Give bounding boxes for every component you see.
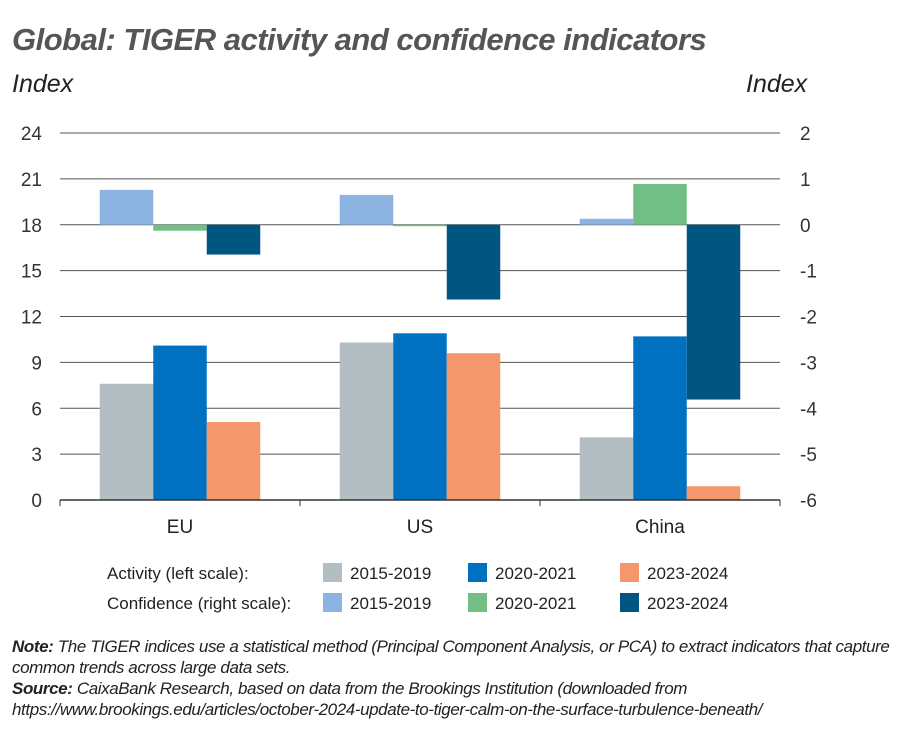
right-axis-label: Index — [746, 70, 808, 98]
left-axis-label: Index — [12, 70, 74, 98]
bar-activity-2015-2019 — [579, 437, 634, 500]
legend-swatch — [323, 593, 342, 612]
legend-swatch — [620, 593, 639, 612]
left-tick-label: 6 — [31, 399, 42, 420]
legend-label: 2015-2019 — [350, 594, 431, 613]
legend-group-label: Activity (left scale): — [107, 564, 249, 583]
left-tick-label: 18 — [21, 216, 42, 237]
legend-label: 2023-2024 — [647, 564, 728, 583]
right-tick-label: 2 — [800, 124, 811, 145]
right-tick-label: -4 — [800, 399, 817, 420]
right-tick-label: 1 — [800, 170, 811, 191]
bar-activity-2023-2024 — [206, 422, 261, 500]
left-tick-label: 9 — [31, 353, 42, 374]
category-label: China — [635, 517, 685, 538]
legend-label: 2020-2021 — [495, 564, 576, 583]
legend-swatch — [620, 563, 639, 582]
bar-activity-2020-2021 — [633, 336, 687, 500]
right-tick-label: -2 — [800, 308, 817, 329]
note-label: Note: — [12, 637, 54, 656]
bar-activity-2023-2024 — [686, 486, 741, 500]
bar-confidence-2023-2024 — [206, 224, 261, 255]
note-text: The TIGER indices use a statistical meth… — [12, 637, 890, 677]
bar-activity-2015-2019 — [99, 383, 154, 500]
bar-confidence-2015-2019 — [99, 189, 154, 225]
legend-group-label: Confidence (right scale): — [107, 594, 291, 613]
left-tick-label: 24 — [21, 124, 43, 145]
left-tick-label: 0 — [31, 491, 42, 512]
source-text: CaixaBank Research, based on data from t… — [12, 679, 763, 719]
category-label: US — [407, 517, 433, 538]
bar-confidence-2015-2019 — [579, 218, 634, 225]
category-label: EU — [167, 517, 193, 538]
chart-title: Global: TIGER activity and confidence in… — [12, 22, 707, 57]
legend-label: 2015-2019 — [350, 564, 431, 583]
bar-confidence-2023-2024 — [446, 224, 501, 300]
legend-swatch — [468, 563, 487, 582]
legend-swatch — [468, 593, 487, 612]
bar-activity-2020-2021 — [153, 345, 207, 500]
bar-confidence-2020-2021 — [153, 224, 207, 231]
left-tick-label: 21 — [21, 170, 42, 191]
legend-label: 2023-2024 — [647, 594, 728, 613]
source-label: Source: — [12, 679, 73, 698]
bar-confidence-2020-2021 — [633, 183, 687, 225]
bar-activity-2020-2021 — [393, 333, 447, 500]
left-tick-label: 15 — [21, 262, 42, 283]
bar-confidence-2020-2021 — [393, 224, 447, 227]
bar-confidence-2023-2024 — [686, 224, 741, 400]
left-tick-label: 12 — [21, 308, 42, 329]
left-tick-label: 3 — [31, 445, 42, 466]
right-tick-label: -6 — [800, 491, 817, 512]
notes: Note: The TIGER indices use a statistica… — [12, 636, 900, 720]
legend-label: 2020-2021 — [495, 594, 576, 613]
right-tick-label: -1 — [800, 262, 817, 283]
right-tick-label: -5 — [800, 445, 817, 466]
right-tick-label: -3 — [800, 353, 817, 374]
bar-activity-2015-2019 — [339, 342, 394, 500]
bar-activity-2023-2024 — [446, 353, 501, 500]
legend-swatch — [323, 563, 342, 582]
bar-confidence-2015-2019 — [339, 194, 394, 225]
right-tick-label: 0 — [800, 216, 811, 237]
